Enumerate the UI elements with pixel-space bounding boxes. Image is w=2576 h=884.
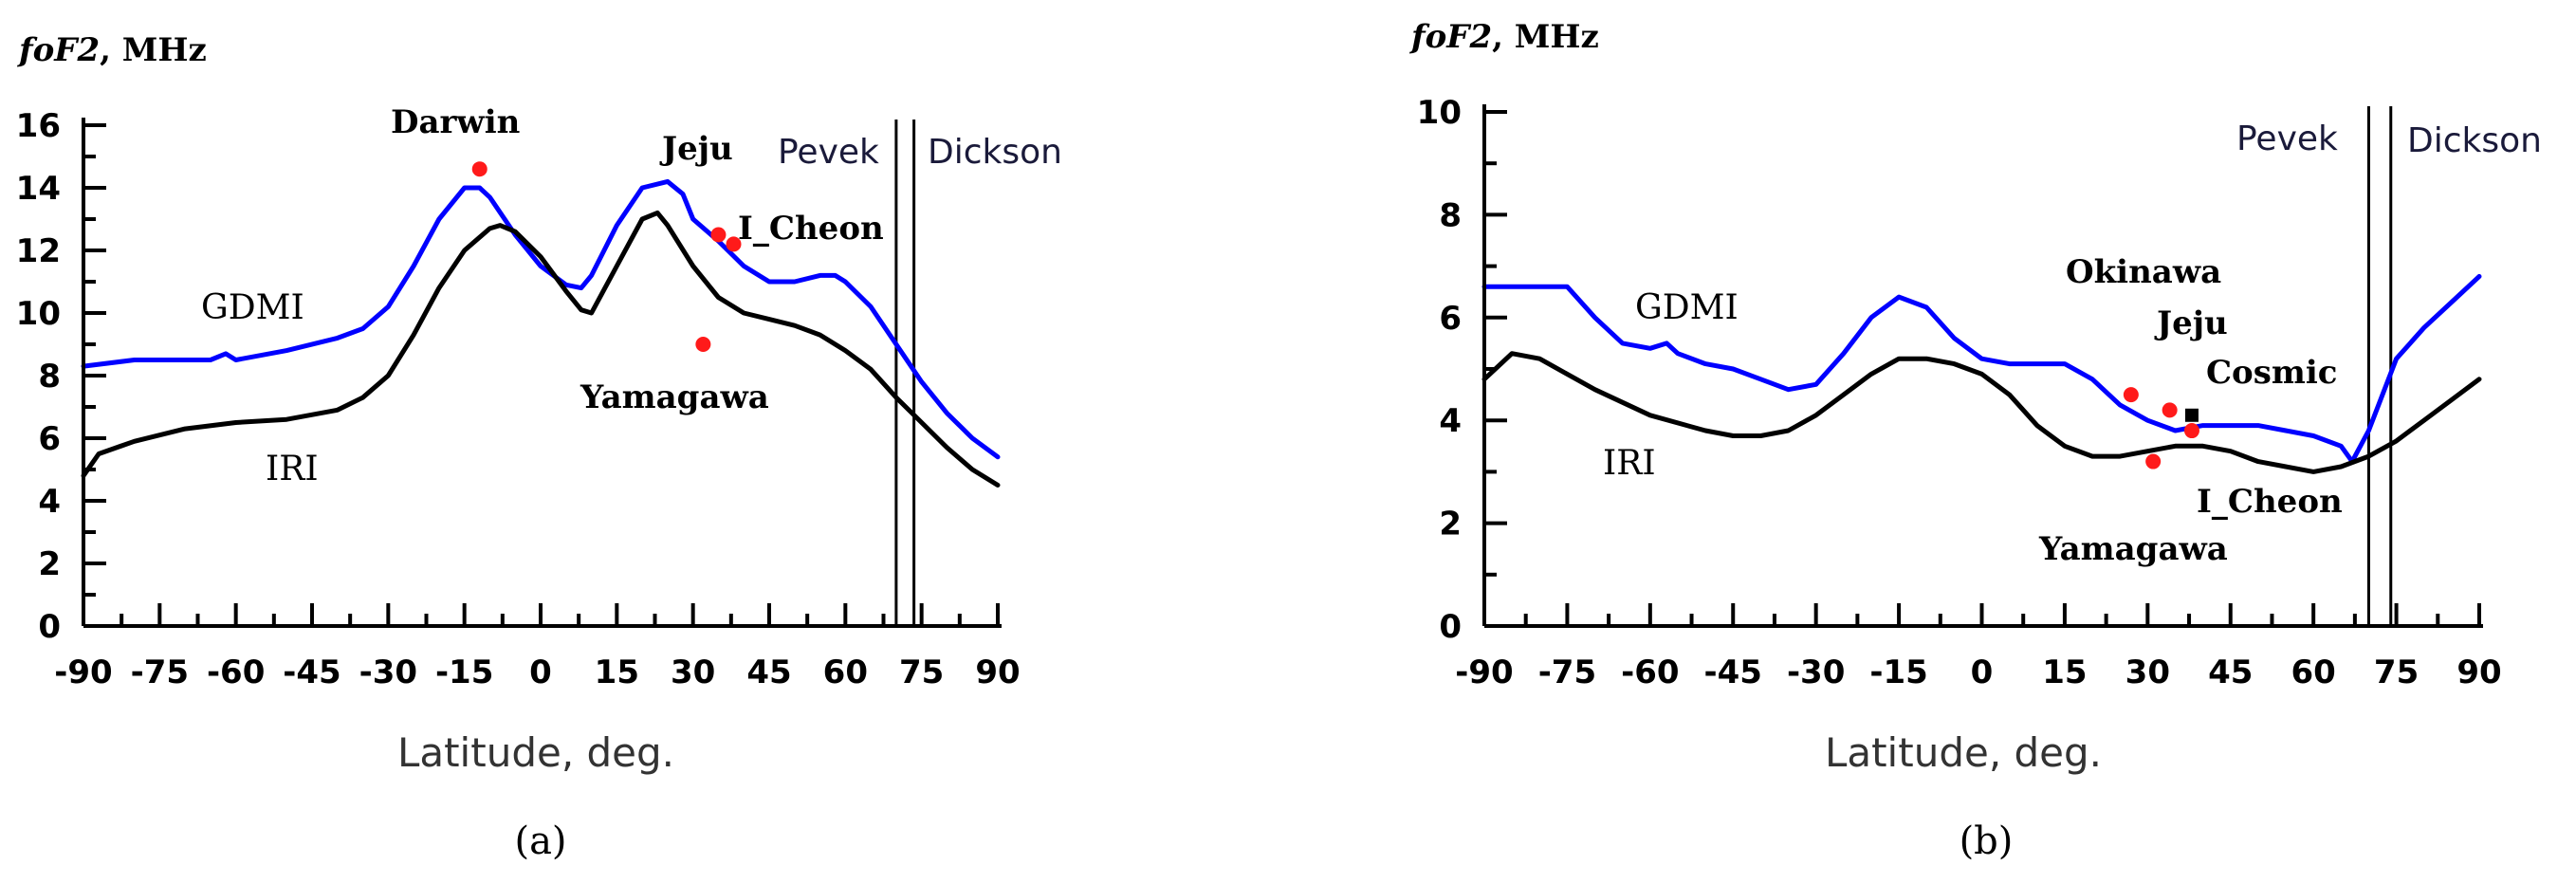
y-tick-label: 8 — [38, 358, 61, 396]
panel-a-label-pevek: Pevek — [778, 133, 879, 172]
panel-b-x-ticks: -90 -75 -60 -45 -30 -15 0 15 30 45 60 75 90 — [1455, 603, 2502, 691]
x-tick-label: 30 — [671, 654, 715, 691]
x-tick-label: 45 — [2208, 654, 2253, 691]
y-tick-label: 10 — [16, 295, 61, 333]
panel-a-label-gdmi: GDMI — [201, 288, 304, 327]
panel-b-caption: (b) — [1960, 820, 2014, 863]
panel-a-y-ticks: 0 2 4 6 8 10 12 14 16 — [16, 107, 106, 646]
x-tick-label: 45 — [746, 654, 791, 691]
panel-a-label-icheon: I_Cheon — [738, 210, 884, 248]
x-tick-label: -75 — [1538, 654, 1596, 691]
panel-b-x-label: Latitude, deg. — [1825, 729, 2102, 776]
observation-point-i-cheon — [2183, 423, 2199, 439]
x-tick-label: 90 — [975, 654, 1020, 691]
panel-a-reference-lines — [894, 120, 916, 626]
y-tick-label: 10 — [1417, 94, 1462, 132]
panel-a-observations — [471, 161, 742, 352]
observation-point-yamagawa — [695, 337, 711, 352]
x-tick-label: -45 — [1704, 654, 1762, 691]
y-tick-label: 0 — [1439, 608, 1462, 646]
panel-a-chart: foF2, MHz 0 2 4 6 8 10 12 14 16 -90 -75 -60 -45 -30-… — [16, 31, 1062, 863]
panel-b-label-gdmi: GDMI — [1635, 288, 1739, 327]
series-line-gdmi — [1481, 273, 2482, 465]
panel-b-label-pevek: Pevek — [2236, 120, 2338, 158]
x-tick-label: -15 — [435, 654, 493, 691]
x-tick-label: 60 — [2291, 654, 2336, 691]
panel-a-x-label: Latitude, deg. — [397, 729, 674, 776]
panel-b-observations — [2123, 387, 2199, 470]
x-tick-label: -45 — [283, 654, 340, 691]
x-tick-label: -90 — [54, 654, 112, 691]
observation-point-i-cheon — [726, 236, 742, 252]
observation-point-okinawa — [2123, 387, 2139, 403]
y-tick-label: 16 — [16, 107, 61, 145]
panel-b-label-dickson: Dickson — [2407, 121, 2542, 160]
observation-point-cosmic — [2184, 408, 2199, 422]
y-tick-label: 6 — [1439, 300, 1462, 338]
x-tick-label: -15 — [1869, 654, 1927, 691]
panel-a-label-yamagawa: Yamagawa — [580, 378, 769, 416]
y-tick-label: 8 — [1439, 196, 1462, 234]
observation-point-yamagawa — [2145, 453, 2162, 470]
panel-b-reference-lines — [2366, 106, 2393, 626]
panel-b-label-cosmic: Cosmic — [2206, 354, 2337, 392]
panel-a-label-dickson: Dickson — [928, 133, 1062, 172]
series-line-iri — [1481, 351, 2482, 474]
panel-b-label-yamagawa: Yamagawa — [2038, 530, 2228, 568]
x-tick-label: 30 — [2125, 654, 2170, 691]
panel-a-label-iri: IRI — [266, 450, 319, 488]
x-tick-label: 75 — [2374, 654, 2419, 691]
y-tick-label: 12 — [16, 232, 61, 270]
x-tick-label: 75 — [899, 654, 944, 691]
panel-b-label-iri: IRI — [1603, 444, 1656, 483]
x-tick-label: -30 — [359, 654, 417, 691]
y-tick-label: 6 — [38, 420, 61, 458]
x-tick-label: 90 — [2456, 654, 2501, 691]
observation-point-jeju — [710, 227, 727, 243]
x-tick-label: 15 — [2042, 654, 2087, 691]
x-tick-label: 60 — [823, 654, 868, 691]
y-tick-label: 2 — [1439, 506, 1462, 543]
panel-a-y-label: foF2, MHz — [17, 31, 207, 69]
panel-b-label-icheon: I_Cheon — [2197, 483, 2343, 521]
x-tick-label: -75 — [131, 654, 189, 691]
x-tick-label: -60 — [207, 654, 265, 691]
panel-a-x-ticks: -90 -75 -60 -45 -30 -15 0 15 30 45 60 75 90 — [54, 603, 1021, 691]
panel-b-y-label: foF2, MHz — [1409, 18, 1599, 56]
x-tick-label: -60 — [1621, 654, 1679, 691]
panel-a-series — [81, 178, 1001, 488]
panel-a-label-jeju: Jeju — [659, 130, 733, 168]
panel-a-label-darwin: Darwin — [391, 103, 520, 141]
observation-point-darwin — [471, 161, 488, 177]
panel-b-chart: foF2, MHz 0 2 4 6 8 10 -90 -75 -60 -45 -30 -15 0 15 3… — [1409, 18, 2542, 863]
x-tick-label: -90 — [1455, 654, 1513, 691]
panel-b-label-okinawa: Okinawa — [2066, 253, 2221, 291]
y-tick-label: 2 — [38, 545, 61, 583]
panel-b-series — [1481, 273, 2482, 474]
y-tick-label: 4 — [38, 483, 61, 521]
y-tick-label: 14 — [16, 170, 61, 208]
series-line-gdmi — [81, 178, 1001, 460]
x-tick-label: 0 — [1971, 654, 1994, 691]
y-tick-label: 4 — [1439, 402, 1462, 440]
observation-point-jeju — [2162, 402, 2178, 418]
panel-a-caption: (a) — [514, 820, 566, 863]
y-tick-label: 0 — [38, 608, 61, 646]
x-tick-label: 0 — [529, 654, 552, 691]
series-line-iri — [81, 210, 1001, 488]
panel-b-label-jeju: Jeju — [2154, 304, 2228, 342]
x-tick-label: -30 — [1787, 654, 1845, 691]
x-tick-label: 15 — [595, 654, 639, 691]
